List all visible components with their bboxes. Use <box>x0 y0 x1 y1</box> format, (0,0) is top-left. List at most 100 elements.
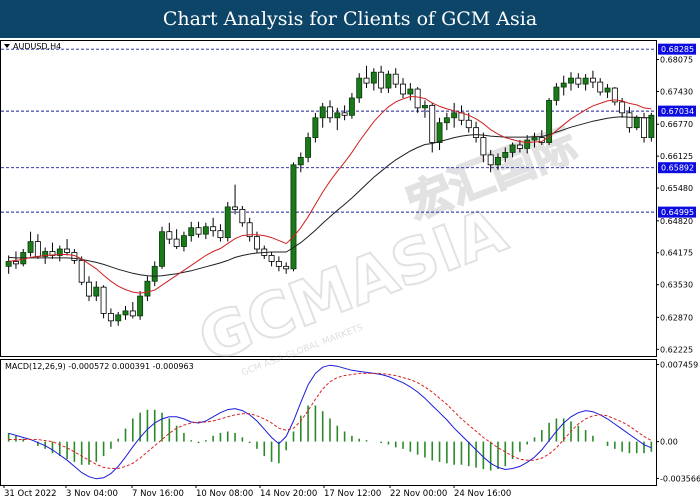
candle <box>312 112 319 143</box>
candle-body <box>414 88 421 109</box>
candle <box>429 102 436 153</box>
candle <box>370 68 377 91</box>
candle <box>275 256 282 272</box>
candle-body <box>436 122 443 143</box>
moving-average-slow-line <box>8 116 652 277</box>
candle-body <box>568 77 574 84</box>
candle-body <box>546 100 553 143</box>
candle-body <box>122 310 129 316</box>
candle-body <box>495 156 501 166</box>
price-panel-frame <box>0 40 657 357</box>
candle-body <box>268 255 275 262</box>
candle-body <box>451 112 458 119</box>
candle-body <box>283 265 290 270</box>
symbol-dropdown-icon[interactable] <box>4 44 10 48</box>
candle-body <box>429 104 436 143</box>
candle <box>224 201 231 242</box>
candle <box>188 221 195 242</box>
candle <box>122 305 129 320</box>
candle-body <box>531 137 538 141</box>
level-tag <box>658 206 696 218</box>
candle-body <box>604 87 611 93</box>
candle <box>516 140 523 153</box>
candle-body <box>107 313 114 322</box>
x-axis-tick-label: 14 Nov 20:00 <box>260 489 317 499</box>
candle-body <box>516 144 523 149</box>
candle <box>443 112 450 131</box>
candle <box>202 222 209 240</box>
candle <box>107 308 114 327</box>
candle-body <box>27 241 34 253</box>
candle-body <box>611 87 618 103</box>
candle <box>115 311 122 326</box>
candle-body <box>115 314 122 322</box>
candle <box>575 73 582 89</box>
candle-body <box>254 236 260 250</box>
candle-body <box>56 248 63 256</box>
x-axis-tick-label: 24 Nov 16:00 <box>454 489 511 499</box>
price-axis-tick-label: 0.64820 <box>660 217 693 226</box>
candle <box>560 75 567 96</box>
candle-body <box>465 119 472 129</box>
price-axis-tick-label: 0.66125 <box>660 152 693 161</box>
candle <box>290 162 297 272</box>
candle <box>568 72 574 91</box>
candle <box>144 276 151 302</box>
level-tag-label: 0.65892 <box>661 164 694 173</box>
candle <box>217 224 224 242</box>
candle-body <box>319 106 326 119</box>
candle-body <box>589 77 596 83</box>
candle-body <box>166 231 173 240</box>
candle-body <box>575 77 582 85</box>
price-axis-tick-label: 0.62225 <box>660 345 693 354</box>
candle <box>589 70 596 89</box>
candle <box>626 106 633 133</box>
candle-body <box>144 280 151 297</box>
candle-body <box>305 137 312 158</box>
candle <box>78 256 85 286</box>
candle-body <box>334 112 341 119</box>
candle-body <box>348 97 355 116</box>
x-axis-tick-label: 3 Nov 04:00 <box>66 489 118 499</box>
candle <box>465 112 472 133</box>
candle <box>239 205 246 227</box>
price-axis-tick-label: 0.66770 <box>660 120 693 129</box>
candle-body <box>487 154 494 166</box>
macd-panel-frame <box>0 359 657 486</box>
symbol-label: AUDUSD,H4 <box>13 42 61 51</box>
candle <box>436 117 443 150</box>
level-tag-label: 0.64995 <box>661 208 694 217</box>
price-axis-tick-label: 0.65480 <box>660 184 693 193</box>
x-axis-tick-label: 7 Nov 16:00 <box>132 489 184 499</box>
candle <box>582 74 589 91</box>
candle <box>363 65 370 89</box>
candle-body <box>159 231 165 267</box>
moving-average-fast-line <box>8 95 652 294</box>
candle-body <box>275 261 282 267</box>
candle-body <box>502 152 509 158</box>
candle-body <box>619 101 626 114</box>
candle <box>327 100 333 123</box>
candle-body <box>327 106 333 119</box>
candle-body <box>93 286 100 297</box>
candle-body <box>12 261 19 265</box>
candle <box>553 83 560 106</box>
candle <box>27 231 34 257</box>
level-tag-label: 0.67034 <box>661 107 694 116</box>
candle <box>531 132 538 148</box>
candle <box>392 68 399 89</box>
level-tag-label: 0.68285 <box>661 45 694 54</box>
candle <box>348 93 355 119</box>
candle <box>502 147 509 163</box>
level-tag <box>658 43 696 55</box>
candle-body <box>202 226 209 235</box>
candle <box>385 70 392 94</box>
candle <box>246 217 253 242</box>
candle-body <box>407 88 414 95</box>
candle-body <box>42 251 49 257</box>
candle-body <box>648 114 655 138</box>
candle-body <box>626 112 633 129</box>
candle-body <box>458 112 465 121</box>
macd-axis-tick-label: -0.003566 <box>660 474 700 483</box>
candle-body <box>597 81 604 93</box>
